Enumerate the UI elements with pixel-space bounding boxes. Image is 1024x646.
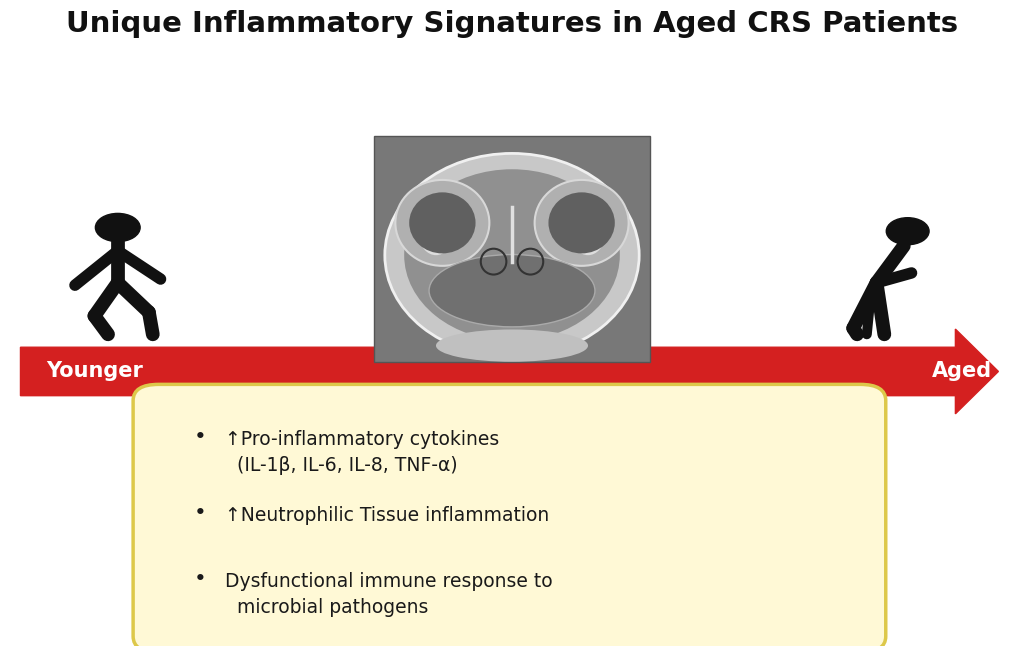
Ellipse shape xyxy=(436,329,588,362)
Ellipse shape xyxy=(385,153,639,357)
Ellipse shape xyxy=(535,180,629,266)
Ellipse shape xyxy=(571,216,604,255)
Text: •: • xyxy=(194,427,206,447)
Text: Younger: Younger xyxy=(46,362,143,381)
Text: Dysfunctional immune response to
  microbial pathogens: Dysfunctional immune response to microbi… xyxy=(225,572,553,617)
Circle shape xyxy=(95,213,140,242)
Ellipse shape xyxy=(429,255,595,327)
Ellipse shape xyxy=(395,180,489,266)
Text: •: • xyxy=(194,569,206,589)
FancyBboxPatch shape xyxy=(133,384,886,646)
Text: ↑Pro-inflammatory cytokines
  (IL-1β, IL-6, IL-8, TNF-α): ↑Pro-inflammatory cytokines (IL-1β, IL-6… xyxy=(225,430,500,475)
Ellipse shape xyxy=(549,193,614,253)
FancyArrow shape xyxy=(20,329,998,414)
Text: Unique Inflammatory Signatures in Aged CRS Patients: Unique Inflammatory Signatures in Aged C… xyxy=(66,10,958,37)
FancyBboxPatch shape xyxy=(374,136,650,362)
Circle shape xyxy=(886,218,929,245)
Text: Aged: Aged xyxy=(932,362,992,381)
Ellipse shape xyxy=(410,193,475,253)
Text: ↑Neutrophilic Tissue inflammation: ↑Neutrophilic Tissue inflammation xyxy=(225,506,550,525)
Ellipse shape xyxy=(404,169,620,341)
Ellipse shape xyxy=(420,216,453,255)
Text: •: • xyxy=(194,503,206,523)
